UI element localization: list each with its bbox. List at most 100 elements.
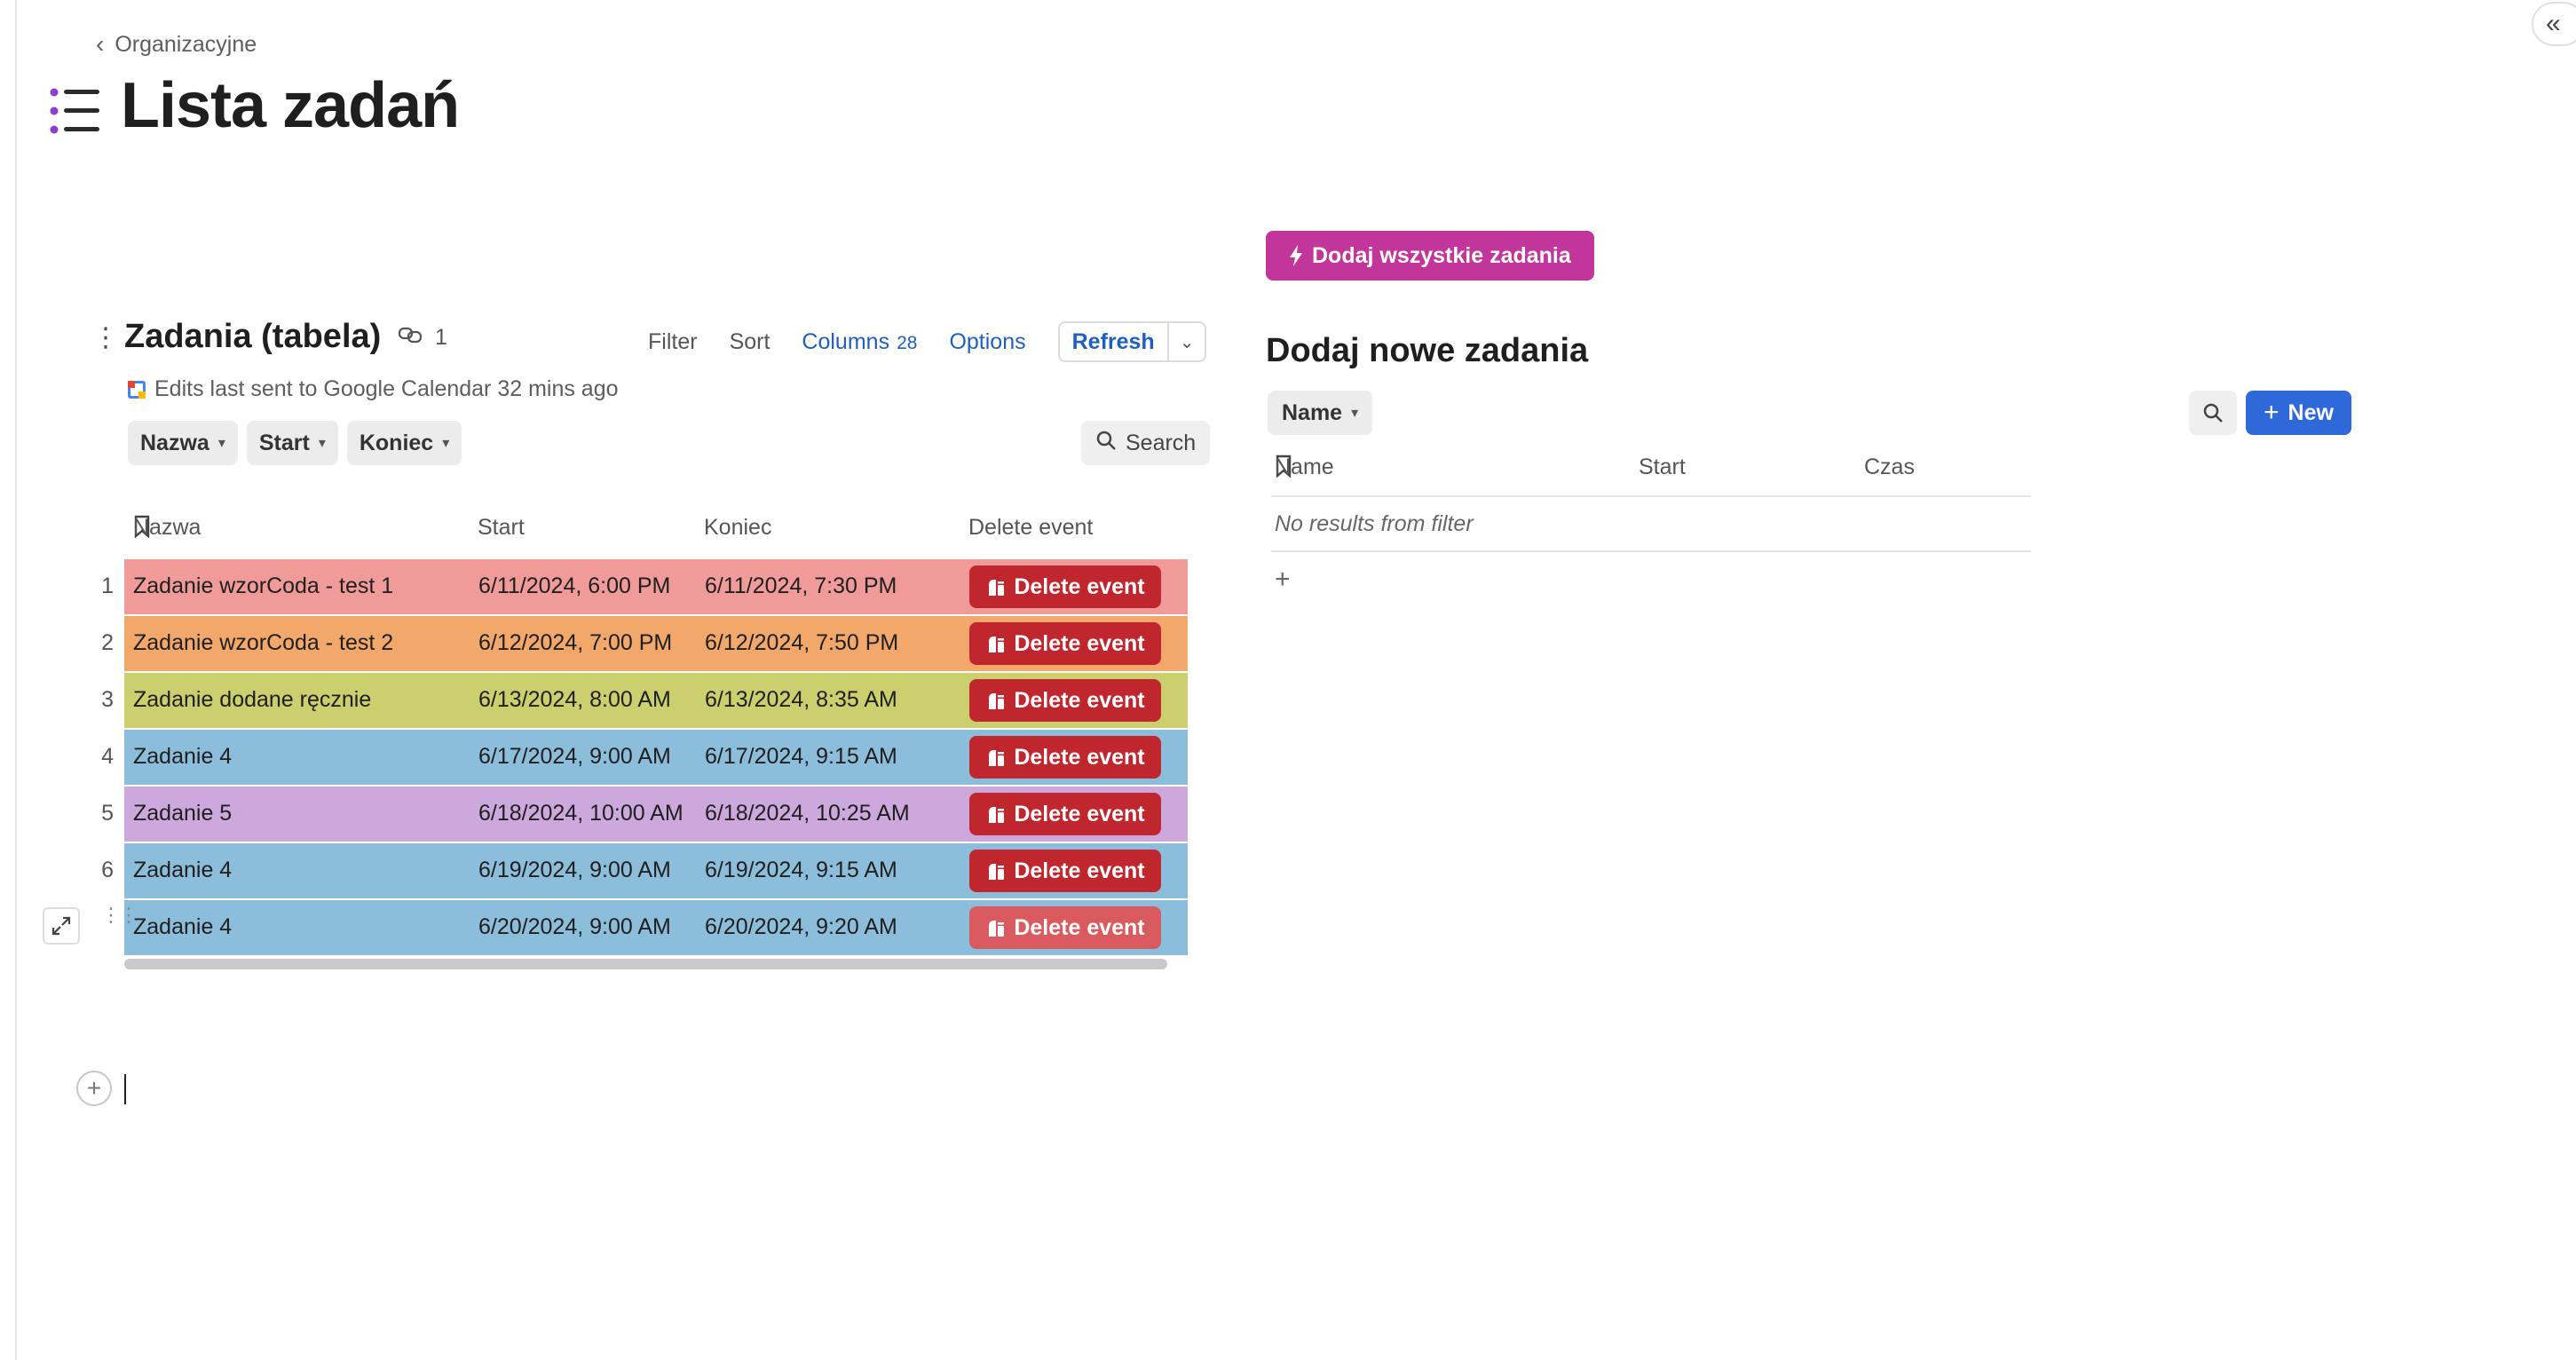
column-header-koniec[interactable]: Koniec: [704, 515, 772, 540]
chevron-down-icon: ▾: [1351, 406, 1359, 421]
add-row-button[interactable]: +: [1275, 565, 1291, 594]
right-table-title[interactable]: Dodaj nowe zadania: [1266, 332, 1589, 369]
delete-event-icon: [989, 637, 1005, 652]
cell-end[interactable]: 6/20/2024, 9:20 AM: [705, 914, 897, 939]
chevron-down-icon: ▾: [217, 436, 225, 451]
cell-name[interactable]: Zadanie 4: [133, 858, 233, 882]
right-search-button[interactable]: [2189, 391, 2237, 435]
table-row[interactable]: 3 Zadanie dodane ręcznie 6/13/2024, 8:00…: [89, 673, 1189, 728]
delete-event-label: Delete event: [1014, 914, 1145, 940]
row-band: Zadanie dodane ręcznie 6/13/2024, 8:00 A…: [124, 673, 1188, 728]
lightning-icon: [1290, 245, 1302, 266]
chevron-down-icon: ▾: [318, 436, 326, 451]
column-header-delete-event[interactable]: Delete event: [968, 515, 1094, 540]
row-number: 3: [101, 687, 114, 712]
delete-event-icon: [989, 921, 1005, 937]
search-icon: [2203, 403, 2223, 423]
row-number: 6: [101, 858, 114, 882]
kebab-icon[interactable]: ⋮: [92, 323, 119, 352]
delete-event-label: Delete event: [1014, 630, 1145, 656]
breadcrumb[interactable]: ‹ Organizacyjne: [96, 30, 257, 59]
cell-start[interactable]: 6/17/2024, 9:00 AM: [478, 744, 671, 769]
columns-label: Columns: [802, 328, 890, 354]
cell-end[interactable]: 6/18/2024, 10:25 AM: [705, 801, 910, 826]
table-search-button[interactable]: Search: [1081, 421, 1211, 465]
filter-chip-koniec[interactable]: Koniec ▾: [346, 421, 462, 465]
linked-count[interactable]: 1: [398, 325, 447, 351]
right-table-header-row: Name Start Czas: [1271, 455, 2031, 497]
column-header-name[interactable]: Name: [1275, 455, 1334, 479]
table-title[interactable]: Zadania (tabela): [124, 318, 382, 355]
add-block-button[interactable]: +: [76, 1071, 112, 1106]
filter-chip-name[interactable]: Name ▾: [1268, 391, 1373, 435]
chip-label: Nazwa: [140, 430, 209, 455]
cell-name[interactable]: Zadanie 4: [133, 744, 233, 769]
table-row[interactable]: 2 Zadanie wzorCoda - test 2 6/12/2024, 7…: [89, 616, 1189, 671]
cell-start[interactable]: 6/20/2024, 9:00 AM: [478, 914, 671, 939]
cell-start[interactable]: 6/12/2024, 7:00 PM: [478, 630, 673, 655]
cell-start[interactable]: 6/11/2024, 6:00 PM: [478, 573, 671, 598]
cell-name[interactable]: Zadanie 4: [133, 914, 233, 939]
chevron-down-icon[interactable]: ⌄: [1179, 332, 1195, 352]
delete-event-button[interactable]: Delete event: [969, 906, 1161, 949]
horizontal-scrollbar[interactable]: [124, 959, 1167, 969]
table-row[interactable]: 1 Zadanie wzorCoda - test 1 6/11/2024, 6…: [89, 559, 1189, 614]
cell-start[interactable]: 6/13/2024, 8:00 AM: [478, 687, 671, 712]
column-header-czas[interactable]: Czas: [1864, 455, 1915, 479]
filter-chip-nazwa[interactable]: Nazwa ▾: [128, 421, 238, 465]
options-button[interactable]: Options: [949, 328, 1026, 354]
breadcrumb-label[interactable]: Organizacyjne: [115, 31, 257, 57]
cell-end[interactable]: 6/17/2024, 9:15 AM: [705, 744, 897, 769]
new-row-button[interactable]: + New: [2246, 391, 2351, 435]
sort-button[interactable]: Sort: [729, 328, 770, 354]
refresh-button[interactable]: Refresh: [1060, 323, 1169, 360]
column-header-nazwa[interactable]: Nazwa: [133, 515, 201, 540]
text-cursor: [124, 1074, 126, 1104]
google-calendar-icon: [128, 380, 146, 399]
cell-name[interactable]: Zadanie wzorCoda - test 2: [133, 630, 394, 655]
delete-event-button[interactable]: Delete event: [969, 565, 1161, 608]
expand-row-button[interactable]: [43, 907, 80, 945]
delete-event-icon: [989, 807, 1005, 823]
chevron-down-icon: ▾: [442, 436, 450, 451]
cell-start[interactable]: 6/18/2024, 10:00 AM: [478, 801, 684, 826]
bookmark-icon: [134, 515, 150, 538]
filter-chip-start[interactable]: Start ▾: [246, 421, 338, 465]
column-label: Nazwa: [133, 515, 201, 540]
delete-event-label: Delete event: [1014, 687, 1145, 713]
delete-event-label: Delete event: [1014, 801, 1145, 826]
delete-event-label: Delete event: [1014, 858, 1145, 883]
cell-name[interactable]: Zadanie 5: [133, 801, 233, 826]
delete-event-button[interactable]: Delete event: [969, 793, 1161, 835]
delete-event-button[interactable]: Delete event: [969, 736, 1161, 779]
column-header-start[interactable]: Start: [478, 515, 525, 540]
collapse-double-chevron-icon[interactable]: «: [2532, 2, 2576, 46]
cell-end[interactable]: 6/11/2024, 7:30 PM: [705, 573, 897, 598]
add-all-tasks-button[interactable]: Dodaj wszystkie zadania: [1266, 231, 1594, 281]
delete-event-button[interactable]: Delete event: [969, 679, 1161, 722]
cell-end[interactable]: 6/13/2024, 8:35 AM: [705, 687, 897, 712]
cell-name[interactable]: Zadanie dodane ręcznie: [133, 687, 372, 712]
plus-icon: +: [2264, 398, 2280, 427]
cell-end[interactable]: 6/19/2024, 9:15 AM: [705, 858, 897, 882]
search-label: Search: [1126, 430, 1197, 455]
table-row[interactable]: Zadanie 4 6/20/2024, 9:00 AM 6/20/2024, …: [89, 900, 1189, 955]
delete-event-button[interactable]: Delete event: [969, 622, 1161, 665]
cell-start[interactable]: 6/19/2024, 9:00 AM: [478, 858, 671, 882]
delete-event-button[interactable]: Delete event: [969, 850, 1161, 892]
column-header-start[interactable]: Start: [1639, 455, 1686, 479]
table-row[interactable]: 5 Zadanie 5 6/18/2024, 10:00 AM 6/18/202…: [89, 787, 1189, 842]
columns-button[interactable]: Columns 28: [802, 329, 917, 355]
chip-label: Start: [258, 430, 310, 455]
filter-button[interactable]: Filter: [648, 328, 698, 354]
row-band: Zadanie 4 6/17/2024, 9:00 AM 6/17/2024, …: [124, 730, 1188, 785]
table-row[interactable]: 4 Zadanie 4 6/17/2024, 9:00 AM 6/17/2024…: [89, 730, 1189, 785]
cell-name[interactable]: Zadanie wzorCoda - test 1: [133, 573, 394, 598]
search-icon: [1095, 430, 1117, 457]
table-row[interactable]: 6 Zadanie 4 6/19/2024, 9:00 AM 6/19/2024…: [89, 843, 1189, 898]
cell-end[interactable]: 6/12/2024, 7:50 PM: [705, 630, 899, 655]
drag-handle-icon[interactable]: ⋮⋮: [101, 904, 138, 926]
table-body: 1 Zadanie wzorCoda - test 1 6/11/2024, 6…: [89, 559, 1189, 957]
row-band: Zadanie 5 6/18/2024, 10:00 AM 6/18/2024,…: [124, 787, 1188, 842]
row-number: 2: [101, 630, 114, 655]
